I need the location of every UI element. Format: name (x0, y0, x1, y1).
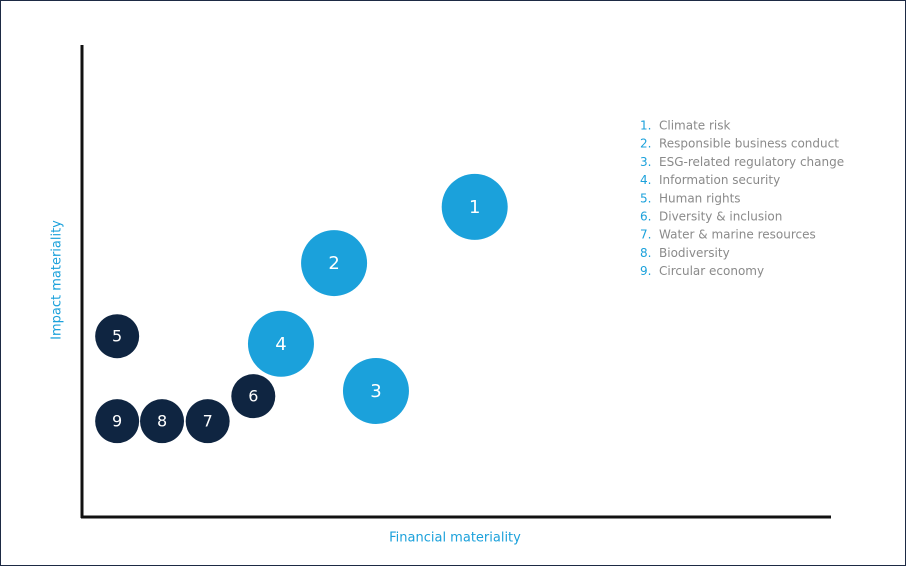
bubble-label: 6 (248, 387, 258, 406)
legend-number: 9. (640, 264, 651, 278)
legend-text: Biodiversity (659, 246, 730, 260)
legend-number: 6. (640, 210, 651, 224)
bubble-label: 5 (112, 327, 122, 346)
x-axis-label: Financial materiality (389, 531, 521, 546)
bubble-label: 8 (157, 412, 167, 431)
bubble (95, 399, 140, 444)
bubble-label: 7 (203, 412, 213, 431)
bubble (140, 399, 185, 444)
legend-text: ESG-related regulatory change (659, 155, 844, 169)
legend-text: Water & marine resources (659, 228, 816, 242)
bubble-label: 2 (328, 253, 339, 274)
y-axis-label: Impact materiality (50, 220, 65, 340)
bubble (301, 230, 368, 297)
legend-number: 3. (640, 155, 651, 169)
legend-number: 4. (640, 173, 651, 187)
bubble (342, 357, 409, 424)
legend-number: 1. (640, 119, 651, 133)
bubble (247, 310, 314, 377)
legend-number: 5. (640, 191, 651, 205)
legend-text: Human rights (659, 191, 741, 205)
bubble (441, 173, 508, 240)
bubble (231, 374, 276, 419)
bubble-label: 3 (370, 381, 381, 402)
legend-text: Information security (659, 173, 780, 187)
legend-text: Circular economy (659, 264, 764, 278)
legend-number: 7. (640, 228, 651, 242)
bubble-label: 4 (275, 334, 286, 355)
bubble (185, 399, 230, 444)
bubble-label: 1 (469, 197, 480, 218)
bubble-label: 9 (112, 412, 122, 431)
legend-text: Responsible business conduct (659, 137, 839, 151)
legend-text: Diversity & inclusion (659, 210, 782, 224)
legend-number: 8. (640, 246, 651, 260)
legend-text: Climate risk (659, 119, 731, 133)
bubble (95, 314, 140, 359)
legend-number: 2. (640, 137, 651, 151)
